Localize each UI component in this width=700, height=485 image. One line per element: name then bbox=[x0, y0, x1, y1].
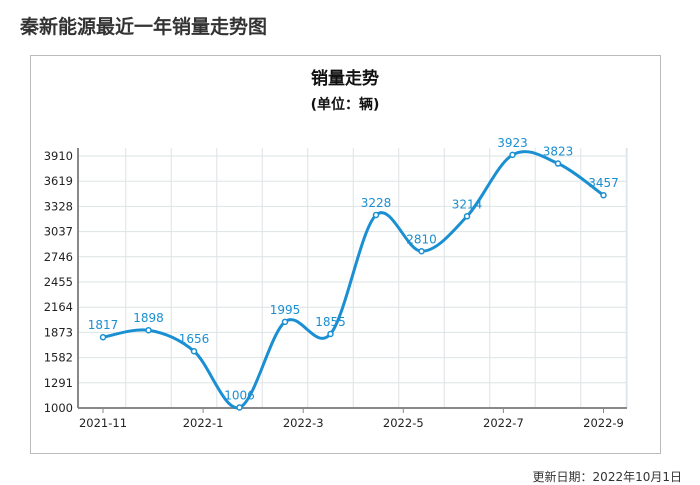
data-label: 3923 bbox=[497, 136, 528, 150]
data-point bbox=[554, 160, 562, 167]
x-tick-label: 2022-3 bbox=[283, 416, 324, 430]
data-label: 1898 bbox=[133, 311, 164, 325]
page-title: 秦新能源最近一年销量走势图 bbox=[20, 16, 268, 38]
y-tick-label: 1291 bbox=[44, 376, 73, 390]
data-point bbox=[600, 191, 607, 199]
data-point bbox=[327, 330, 334, 338]
data-label: 3228 bbox=[361, 196, 392, 210]
data-point bbox=[372, 211, 380, 219]
chart-subtitle: (单位：辆) bbox=[311, 96, 380, 113]
y-tick-label: 1873 bbox=[44, 325, 73, 339]
data-point bbox=[509, 151, 516, 159]
x-tick-label: 2022-7 bbox=[483, 416, 524, 430]
y-tick-label: 3328 bbox=[44, 199, 73, 213]
x-tick-label: 2022-9 bbox=[583, 416, 624, 430]
chart-title: 销量走势 bbox=[311, 68, 379, 89]
data-point bbox=[99, 333, 107, 341]
y-tick-label: 1582 bbox=[44, 351, 73, 365]
y-tick-label: 3619 bbox=[44, 174, 73, 188]
data-point bbox=[418, 248, 425, 255]
data-label: 1995 bbox=[270, 303, 301, 317]
y-tick-label: 2455 bbox=[44, 275, 73, 289]
chart-container bbox=[30, 55, 661, 454]
data-label: 1855 bbox=[315, 315, 346, 329]
data-point bbox=[463, 213, 471, 220]
y-tick-label: 1000 bbox=[44, 401, 73, 415]
y-tick-label: 2746 bbox=[44, 250, 73, 264]
data-label: 3214 bbox=[452, 197, 483, 211]
data-point bbox=[190, 347, 198, 355]
data-point bbox=[281, 318, 289, 326]
data-label: 1006 bbox=[224, 388, 255, 402]
x-tick-label: 2022-5 bbox=[383, 416, 424, 430]
y-tick-label: 3910 bbox=[44, 149, 73, 163]
x-tick-label: 2022-1 bbox=[183, 416, 224, 430]
data-point bbox=[236, 404, 243, 411]
data-point bbox=[145, 326, 152, 334]
data-label: 1656 bbox=[179, 332, 210, 346]
data-label: 1817 bbox=[88, 318, 119, 332]
data-label: 3823 bbox=[543, 145, 574, 159]
data-label: 2810 bbox=[406, 232, 437, 246]
y-tick-label: 3037 bbox=[44, 225, 73, 239]
update-date: 更新日期：2022年10月1日 bbox=[532, 470, 682, 484]
y-tick-label: 2164 bbox=[44, 300, 73, 314]
data-label: 3457 bbox=[588, 176, 619, 190]
x-tick-label: 2021-11 bbox=[79, 416, 127, 430]
